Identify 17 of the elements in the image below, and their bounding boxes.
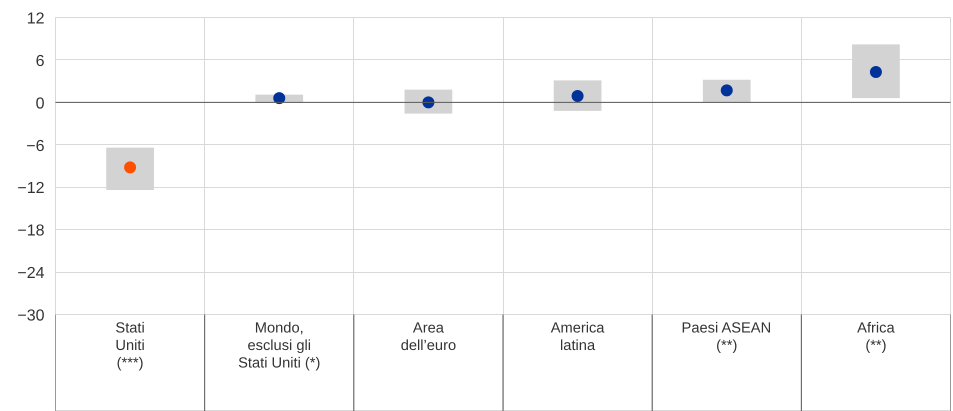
y-tick-label: −30 — [17, 308, 45, 324]
y-tick-label: 12 — [26, 10, 45, 28]
y-tick-label: −18 — [17, 222, 45, 240]
x-tick-label: Africa (**) — [857, 320, 896, 354]
y-tick-label: −12 — [17, 180, 45, 198]
x-tick-label: America latina — [550, 320, 606, 354]
x-tick-label: Paesi ASEAN (**) — [682, 320, 772, 354]
y-tick-label: −24 — [17, 265, 45, 282]
point — [870, 66, 882, 78]
bar — [106, 148, 154, 190]
x-tick-label: Area dell’euro — [400, 320, 456, 354]
x-tick-label: Mondo, esclusi gli Stati Uniti (*) — [238, 320, 320, 372]
y-tick-label: 0 — [36, 95, 45, 112]
point — [273, 92, 286, 104]
y-tick-label: −6 — [26, 138, 45, 155]
y-tick-label: 6 — [36, 52, 45, 70]
x-tick-label: Stati Uniti (***) — [115, 320, 145, 372]
